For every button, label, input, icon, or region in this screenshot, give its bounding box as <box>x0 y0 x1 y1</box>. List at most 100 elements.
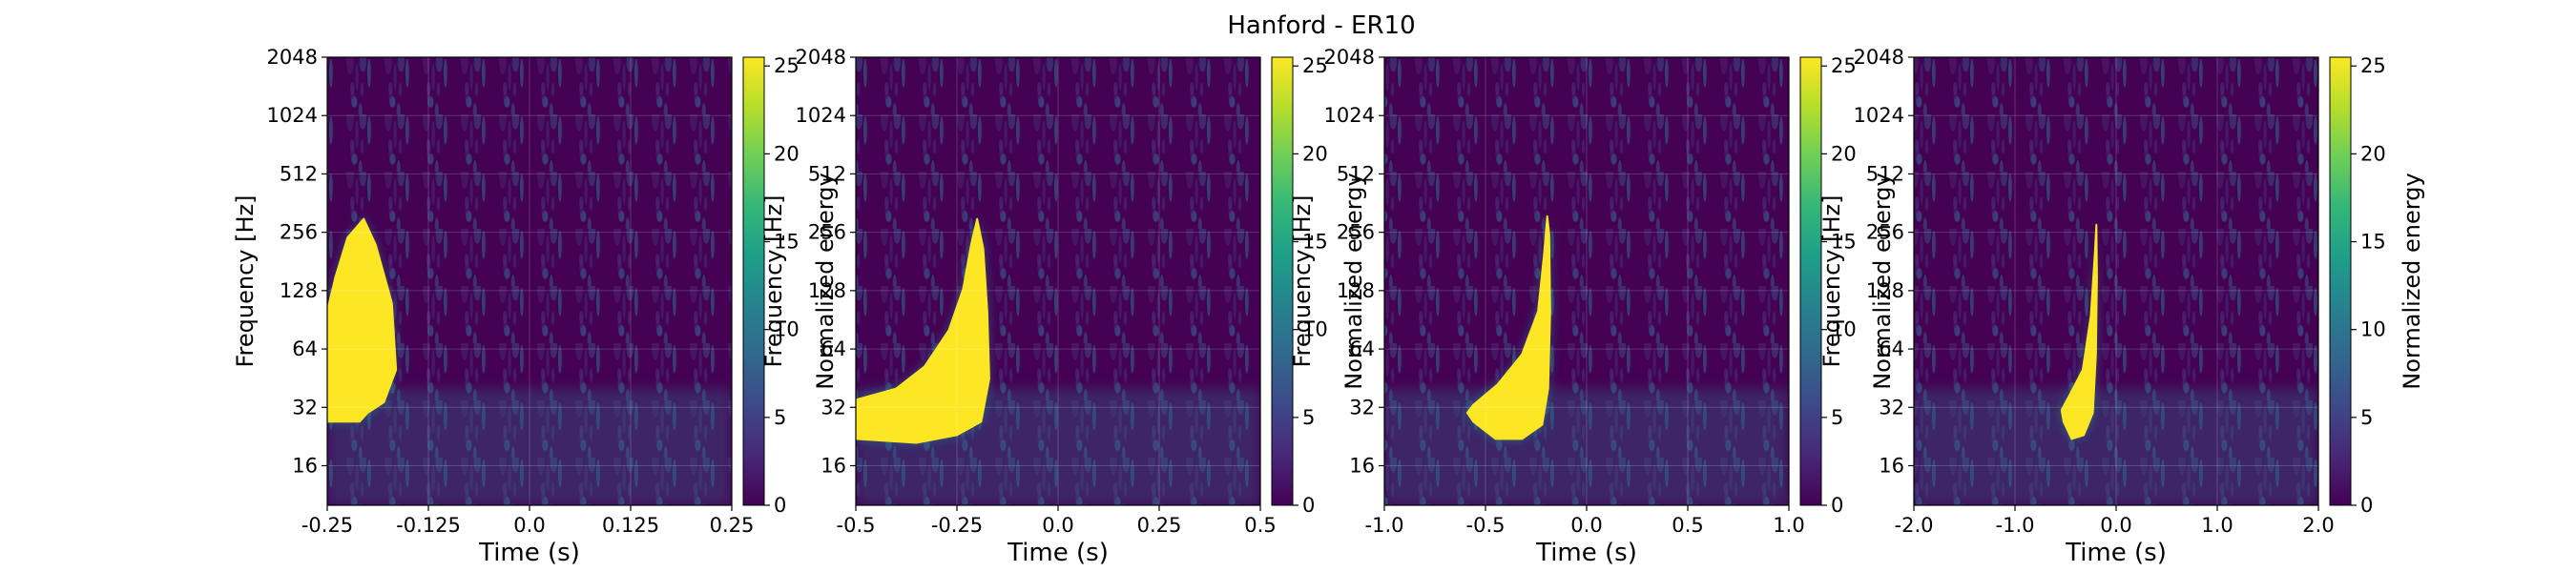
spectrogram-area <box>327 57 732 505</box>
colorbar-tick-label: 0 <box>2360 494 2373 517</box>
colorbar-tick-label: 15 <box>774 231 800 254</box>
low-frequency-haze <box>1384 388 1789 505</box>
x-tick-label: 2.0 <box>2302 514 2334 537</box>
y-tick-label: 64 <box>1879 337 1904 360</box>
x-axis-label: Time (s) <box>1007 539 1109 567</box>
y-tick-label: 2048 <box>1324 46 1375 69</box>
colorbar-tick-label: 0 <box>1302 494 1315 517</box>
colorbar-tick-label: 15 <box>1831 231 1857 254</box>
y-tick-label: 256 <box>1337 221 1375 244</box>
y-tick-label: 16 <box>292 454 318 477</box>
colorbar-tick-label: 25 <box>774 54 800 77</box>
x-tick-label: 0.5 <box>1244 514 1276 537</box>
x-tick-label: -0.5 <box>837 514 876 537</box>
y-tick-label: 1024 <box>796 104 846 127</box>
y-axis-label: Frequency [Hz] <box>760 195 787 368</box>
chirp-signal <box>2060 223 2098 440</box>
spectrogram-panels: -0.25 -0.125 0.0 0.125 0.25 16 32 64 128 256 512 10… <box>232 46 2425 567</box>
y-tick-label: 1024 <box>1324 104 1375 127</box>
y-tick-label: 128 <box>808 279 846 302</box>
spectrogram-panel: -0.5 -0.25 0.0 0.25 0.5 16 32 64 128 256 512 1024 20… <box>760 46 1367 567</box>
y-tick-label: 2048 <box>796 46 846 69</box>
spectrogram-area <box>1914 57 2318 505</box>
colorbar-tick-label: 20 <box>774 142 800 165</box>
grid <box>1914 57 2318 505</box>
y-tick-label: 64 <box>821 337 846 360</box>
colorbar <box>742 56 765 506</box>
colorbar-tick-label: 10 <box>1302 318 1328 341</box>
x-tick-label: -0.125 <box>396 514 461 537</box>
x-tick-label: -2.0 <box>1895 514 1934 537</box>
y-tick-label: 512 <box>1337 162 1375 185</box>
x-axis-label: Time (s) <box>1535 539 1637 567</box>
y-tick-label: 256 <box>280 221 318 244</box>
x-tick-label: 0.25 <box>710 514 755 537</box>
colorbar-label: Normalized energy <box>1340 173 1367 389</box>
x-tick-label: -1.0 <box>1996 514 2035 537</box>
spectrogram-panel: -2.0 -1.0 0.0 1.0 2.0 16 32 64 128 256 512 1024 2048… <box>1818 46 2425 567</box>
y-tick-label: 128 <box>1866 279 1904 302</box>
x-tick-label: -0.5 <box>1466 514 1506 537</box>
spectrogram-panel: -0.25 -0.125 0.0 0.125 0.25 16 32 64 128 256 512 10… <box>232 46 839 567</box>
spectrogram-panel: -1.0 -0.5 0.0 0.5 1.0 16 32 64 128 256 512 1024 2048… <box>1289 46 1896 567</box>
y-tick-label: 2048 <box>1854 46 1904 69</box>
x-tick-label: 1.0 <box>2201 514 2233 537</box>
y-tick-label: 32 <box>821 396 846 419</box>
colorbar-label: Normalized energy <box>1869 173 1896 389</box>
colorbar-tick-label: 20 <box>1831 142 1857 165</box>
colorbar-tick-label: 25 <box>1831 54 1857 77</box>
x-tick-label: -0.25 <box>301 514 353 537</box>
figure-title: Hanford - ER10 <box>1227 11 1415 40</box>
colorbar-label: Normalized energy <box>2399 173 2425 389</box>
colorbar <box>2329 56 2352 506</box>
colorbar-tick-label: 10 <box>1831 318 1857 341</box>
y-axis-label: Frequency [Hz] <box>1289 195 1316 368</box>
y-tick-label: 1024 <box>267 104 318 127</box>
y-tick-label: 64 <box>292 337 318 360</box>
colorbar-tick-label: 25 <box>2360 54 2386 77</box>
y-tick-label: 32 <box>1349 396 1375 419</box>
y-tick-label: 1024 <box>1854 104 1904 127</box>
colorbar-tick-label: 20 <box>2360 142 2386 165</box>
y-tick-label: 64 <box>1349 337 1375 360</box>
y-tick-label: 256 <box>1866 221 1904 244</box>
x-tick-label: 0.0 <box>1570 514 1602 537</box>
x-tick-label: 0.125 <box>602 514 659 537</box>
colorbar-tick-label: 5 <box>774 406 786 429</box>
y-tick-label: 32 <box>292 396 318 419</box>
x-tick-label: 0.0 <box>1042 514 1073 537</box>
colorbar-tick-label: 15 <box>2360 231 2386 254</box>
x-tick-label: 0.5 <box>1672 514 1703 537</box>
grid <box>856 57 1260 505</box>
y-axis-label: Frequency [Hz] <box>232 195 259 368</box>
x-tick-label: -1.0 <box>1365 514 1404 537</box>
x-tick-label: 0.25 <box>1137 514 1182 537</box>
spectrogram-area <box>856 57 1260 505</box>
grid <box>1384 57 1789 505</box>
x-tick-label: 0.0 <box>513 514 545 537</box>
y-tick-label: 32 <box>1879 396 1904 419</box>
y-tick-label: 2048 <box>267 46 318 69</box>
y-tick-label: 512 <box>1866 162 1904 185</box>
y-axis-label: Frequency [Hz] <box>1818 195 1845 368</box>
x-tick-label: 0.0 <box>2100 514 2131 537</box>
low-frequency-haze <box>327 388 732 505</box>
colorbar-tick-label: 25 <box>1302 54 1328 77</box>
y-tick-label: 128 <box>280 279 318 302</box>
chirp-signal <box>1465 214 1551 440</box>
y-tick-label: 16 <box>1349 454 1375 477</box>
colorbar-tick-label: 5 <box>1831 406 1843 429</box>
colorbar-tick-label: 5 <box>2360 406 2373 429</box>
chirp-signal <box>327 217 398 423</box>
grid <box>327 57 732 505</box>
x-axis-label: Time (s) <box>2065 539 2167 567</box>
colorbar-tick-label: 10 <box>2360 318 2386 341</box>
x-axis-label: Time (s) <box>478 539 580 567</box>
x-tick-label: -0.25 <box>931 514 983 537</box>
colorbar <box>1271 56 1294 506</box>
spectrogram-area <box>1384 57 1789 505</box>
colorbar-tick-label: 10 <box>774 318 800 341</box>
low-frequency-haze <box>1914 388 2318 505</box>
y-tick-label: 16 <box>821 454 846 477</box>
